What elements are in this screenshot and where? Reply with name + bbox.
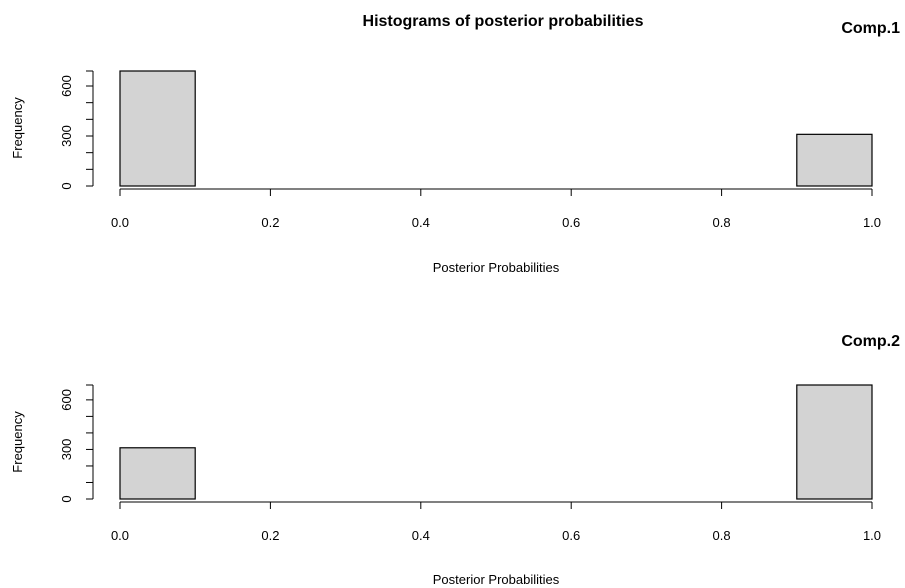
- bars-comp1: [119, 70, 873, 187]
- x-axis-label-comp2: Posterior Probabilities: [433, 572, 560, 587]
- x-tick-label: 0.0: [111, 528, 129, 543]
- y-tick-label: 600: [59, 75, 74, 97]
- x-axis-comp1: 0.0 0.2 0.4 0.6 0.8 1.0: [111, 188, 881, 230]
- y-axis-label-comp2: Frequency: [10, 411, 25, 473]
- panel-title-comp1: Comp.1: [841, 20, 900, 37]
- y-tick-label: 300: [59, 439, 74, 461]
- y-tick-label: 0: [59, 495, 74, 502]
- y-tick-label: 0: [59, 182, 74, 189]
- y-axis-comp2: 0 300 600: [59, 384, 94, 503]
- x-tick-label: 1.0: [863, 215, 881, 230]
- histogram-panel-comp1: Comp.1 Frequency Posterior Probabilities…: [10, 20, 900, 275]
- y-axis-label-comp1: Frequency: [10, 97, 25, 159]
- x-tick-label: 0.2: [261, 215, 279, 230]
- x-tick-label: 0.6: [562, 215, 580, 230]
- y-axis-comp1: 0 300 600: [59, 70, 94, 190]
- x-tick-label: 0.8: [713, 528, 731, 543]
- histogram-bar: [796, 384, 873, 500]
- x-tick-label: 0.6: [562, 528, 580, 543]
- x-axis-label-comp1: Posterior Probabilities: [433, 260, 560, 275]
- x-tick-label: 0.8: [713, 215, 731, 230]
- y-tick-label: 600: [59, 389, 74, 411]
- histogram-panel-comp2: Comp.2 Frequency Posterior Probabilities…: [10, 333, 900, 587]
- histogram-bar: [796, 133, 873, 187]
- x-tick-label: 0.0: [111, 215, 129, 230]
- x-tick-label: 0.4: [412, 215, 430, 230]
- histogram-bar: [119, 70, 196, 187]
- y-tick-label: 300: [59, 125, 74, 147]
- x-axis-comp2: 0.0 0.2 0.4 0.6 0.8 1.0: [111, 501, 881, 543]
- x-tick-label: 0.4: [412, 528, 430, 543]
- x-tick-label: 0.2: [261, 528, 279, 543]
- bars-comp2: [119, 384, 873, 500]
- figure-title: Histograms of posterior probabilities: [363, 13, 644, 30]
- x-tick-label: 1.0: [863, 528, 881, 543]
- histogram-bar: [119, 447, 196, 500]
- panel-title-comp2: Comp.2: [841, 333, 900, 350]
